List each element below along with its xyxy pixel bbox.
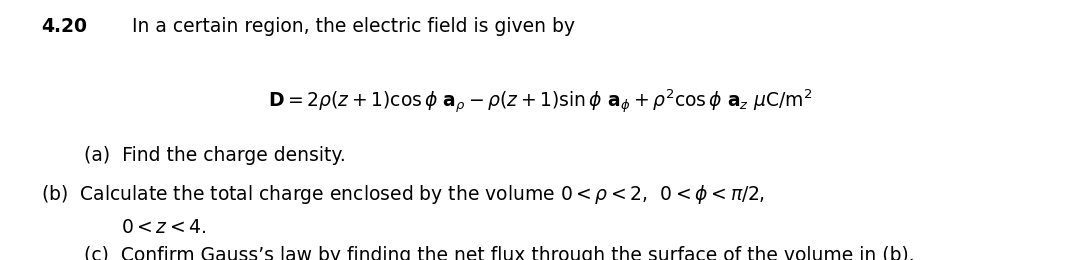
Text: (c)  Confirm Gauss’s law by finding the net flux through the surface of the volu: (c) Confirm Gauss’s law by finding the n… [84,246,915,260]
Text: $0 < z < 4$.: $0 < z < 4$. [121,218,206,237]
Text: (a)  Find the charge density.: (a) Find the charge density. [84,146,346,165]
Text: $\mathbf{D} = 2\rho(z + 1)\cos \phi\ \mathbf{a}_{\rho} - \rho(z + 1)\sin \phi\ \: $\mathbf{D} = 2\rho(z + 1)\cos \phi\ \ma… [268,88,812,116]
Text: (b)  Calculate the total charge enclosed by the volume $0 < \rho < 2$,  $0 < \ph: (b) Calculate the total charge enclosed … [41,183,765,206]
Text: 4.20: 4.20 [41,17,87,36]
Text: In a certain region, the electric field is given by: In a certain region, the electric field … [132,17,575,36]
